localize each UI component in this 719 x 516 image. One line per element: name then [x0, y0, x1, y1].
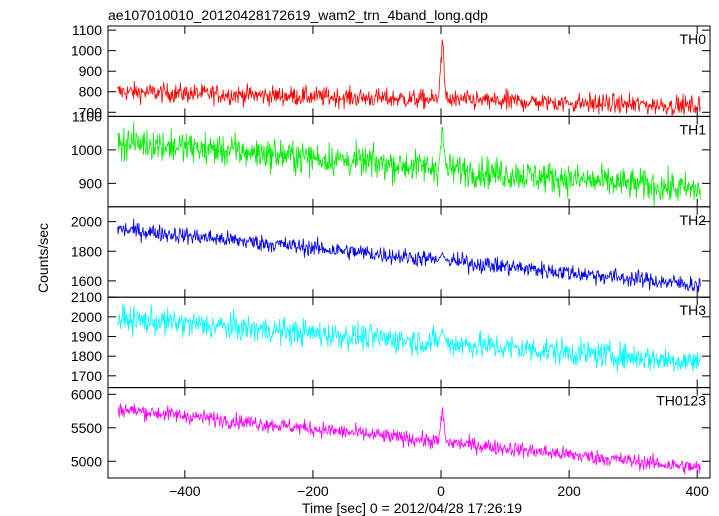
- y-tick-label: 1900: [71, 329, 102, 345]
- x-axis-label: Time [sec] 0 = 2012/04/28 17:26:19: [302, 500, 522, 516]
- y-tick-label: 1800: [71, 348, 102, 364]
- y-tick-label: 900: [79, 175, 103, 191]
- y-tick-label: 1100: [72, 22, 102, 38]
- series-line-th0: [117, 39, 701, 117]
- panel-frame: [107, 25, 711, 117]
- y-tick-label: 2000: [71, 214, 102, 230]
- panel-label: TH0123: [656, 393, 706, 409]
- x-tick-label: 400: [686, 483, 710, 499]
- panel-frame: [107, 115, 711, 208]
- series-line-th1: [117, 122, 701, 207]
- y-tick-label: 1600: [71, 273, 102, 289]
- panel-label: TH2: [680, 212, 707, 228]
- y-axis-label: Counts/sec: [35, 223, 51, 293]
- y-tick-label: 1100: [72, 108, 102, 124]
- panel-th0123: 5000 5500 6000 TH0123: [71, 386, 711, 479]
- x-tick-label: 0: [437, 483, 445, 499]
- panel-frame: [107, 387, 711, 479]
- x-tick-label: −200: [297, 483, 329, 499]
- panel-th2: 1600 1800 2000 TH2: [71, 206, 711, 298]
- y-tick-label: 5000: [71, 453, 102, 469]
- y-tick-label: 700: [79, 104, 103, 120]
- x-tick-label: −400: [169, 483, 201, 499]
- panel-frame: [107, 206, 711, 298]
- y-tick-label: 5500: [71, 420, 102, 436]
- series-line-th2: [117, 218, 701, 293]
- y-tick-label: 6000: [71, 386, 102, 402]
- panel-frame: [107, 296, 711, 389]
- panels-group: 700 800 900 1000 1100 TH0 900 1000 1100 TH1 1600 18…: [71, 22, 711, 499]
- y-tick-label: 1000: [71, 142, 102, 158]
- series-line-th3: [117, 303, 701, 374]
- y-tick-label: 900: [79, 63, 103, 79]
- y-tick-label: 2100: [71, 289, 102, 305]
- panel-th3: 1700 1800 1900 2000 2100 TH3: [71, 289, 711, 389]
- x-tick-label: 200: [557, 483, 581, 499]
- chart-title: ae107010010_20120428172619_wam2_trn_4ban…: [108, 7, 488, 23]
- y-tick-label: 1800: [71, 243, 102, 259]
- panel-label: TH3: [680, 302, 707, 318]
- y-tick-label: 1700: [71, 368, 102, 384]
- y-tick-label: 800: [79, 84, 103, 100]
- series-line-th0123: [117, 403, 701, 475]
- y-tick-label: 1000: [71, 43, 102, 59]
- panel-label: TH0: [680, 31, 707, 47]
- panel-th0: 700 800 900 1000 1100 TH0: [71, 22, 711, 120]
- y-tick-label: 2000: [71, 309, 102, 325]
- panel-th1: 900 1000 1100 TH1: [71, 108, 711, 208]
- panel-label: TH1: [680, 121, 707, 137]
